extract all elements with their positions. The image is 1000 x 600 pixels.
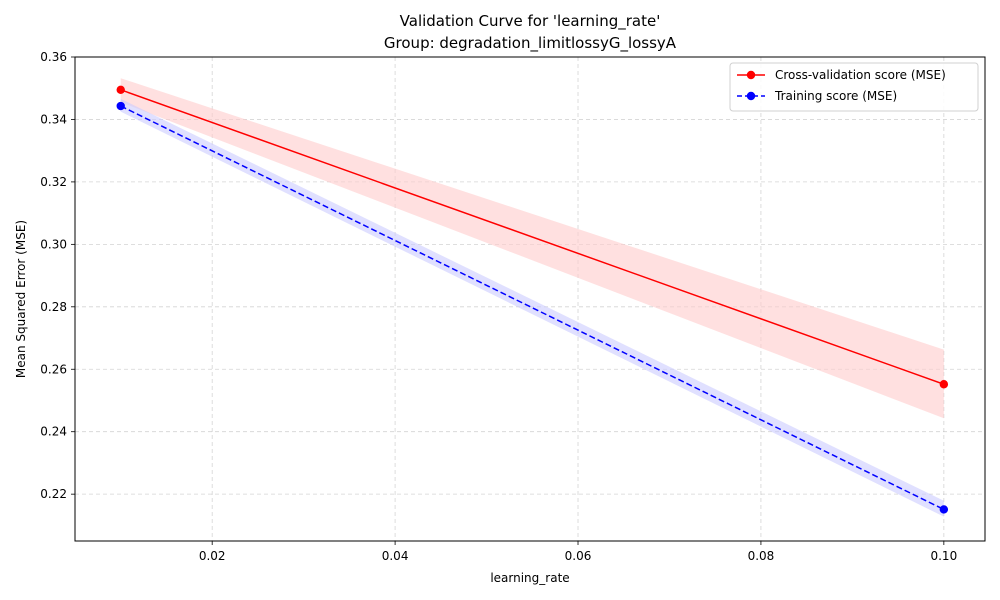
training-band [120, 98, 944, 517]
y-tick-label: 0.30 [40, 237, 67, 251]
x-tick-label: 0.04 [382, 549, 409, 563]
legend-label-training: Training score (MSE) [774, 89, 897, 103]
y-tick-label: 0.34 [40, 112, 67, 126]
training-point [939, 505, 949, 514]
x-axis-label: learning_rate [490, 571, 569, 585]
y-tick-label: 0.36 [40, 50, 67, 64]
cross-validation-band [120, 78, 944, 419]
cross-validation-point [939, 380, 949, 389]
plot-frame [74, 56, 986, 542]
band-layer [120, 78, 944, 517]
legend: Cross-validation score (MSE) Training sc… [729, 62, 979, 112]
x-tick-label: 0.06 [565, 549, 592, 563]
chart-subtitle: Group: degradation_limitlossyG_lossyA [384, 34, 677, 53]
x-tick-label: 0.02 [199, 549, 226, 563]
point-layer [116, 85, 949, 514]
legend-label-cross-validation: Cross-validation score (MSE) [775, 68, 946, 82]
training-point [116, 101, 125, 111]
cross-validation-line [120, 89, 945, 385]
line-layer [120, 89, 945, 511]
y-tick-label: 0.26 [40, 362, 67, 376]
legend-item-training: Training score (MSE) [737, 89, 897, 103]
y-tick-label: 0.32 [40, 175, 67, 189]
tick-layer: 0.02 0.04 0.06 0.08 0.10 0.22 0.24 0.26 0.28 0.30… [40, 50, 957, 563]
y-axis-label: Mean Squared Error (MSE) [14, 220, 28, 378]
legend-box [729, 62, 979, 112]
y-tick-label: 0.28 [40, 300, 67, 314]
x-tick-label: 0.10 [930, 549, 957, 563]
chart-title: Validation Curve for 'learning_rate' [400, 12, 661, 31]
y-tick-label: 0.22 [40, 487, 67, 501]
legend-swatch-cross-validation-marker [746, 70, 756, 80]
cross-validation-point [116, 85, 125, 94]
x-tick-label: 0.08 [748, 549, 775, 563]
y-tick-label: 0.24 [40, 425, 67, 439]
legend-item-cross-validation: Cross-validation score (MSE) [737, 68, 946, 82]
legend-swatch-training-marker [746, 91, 756, 101]
